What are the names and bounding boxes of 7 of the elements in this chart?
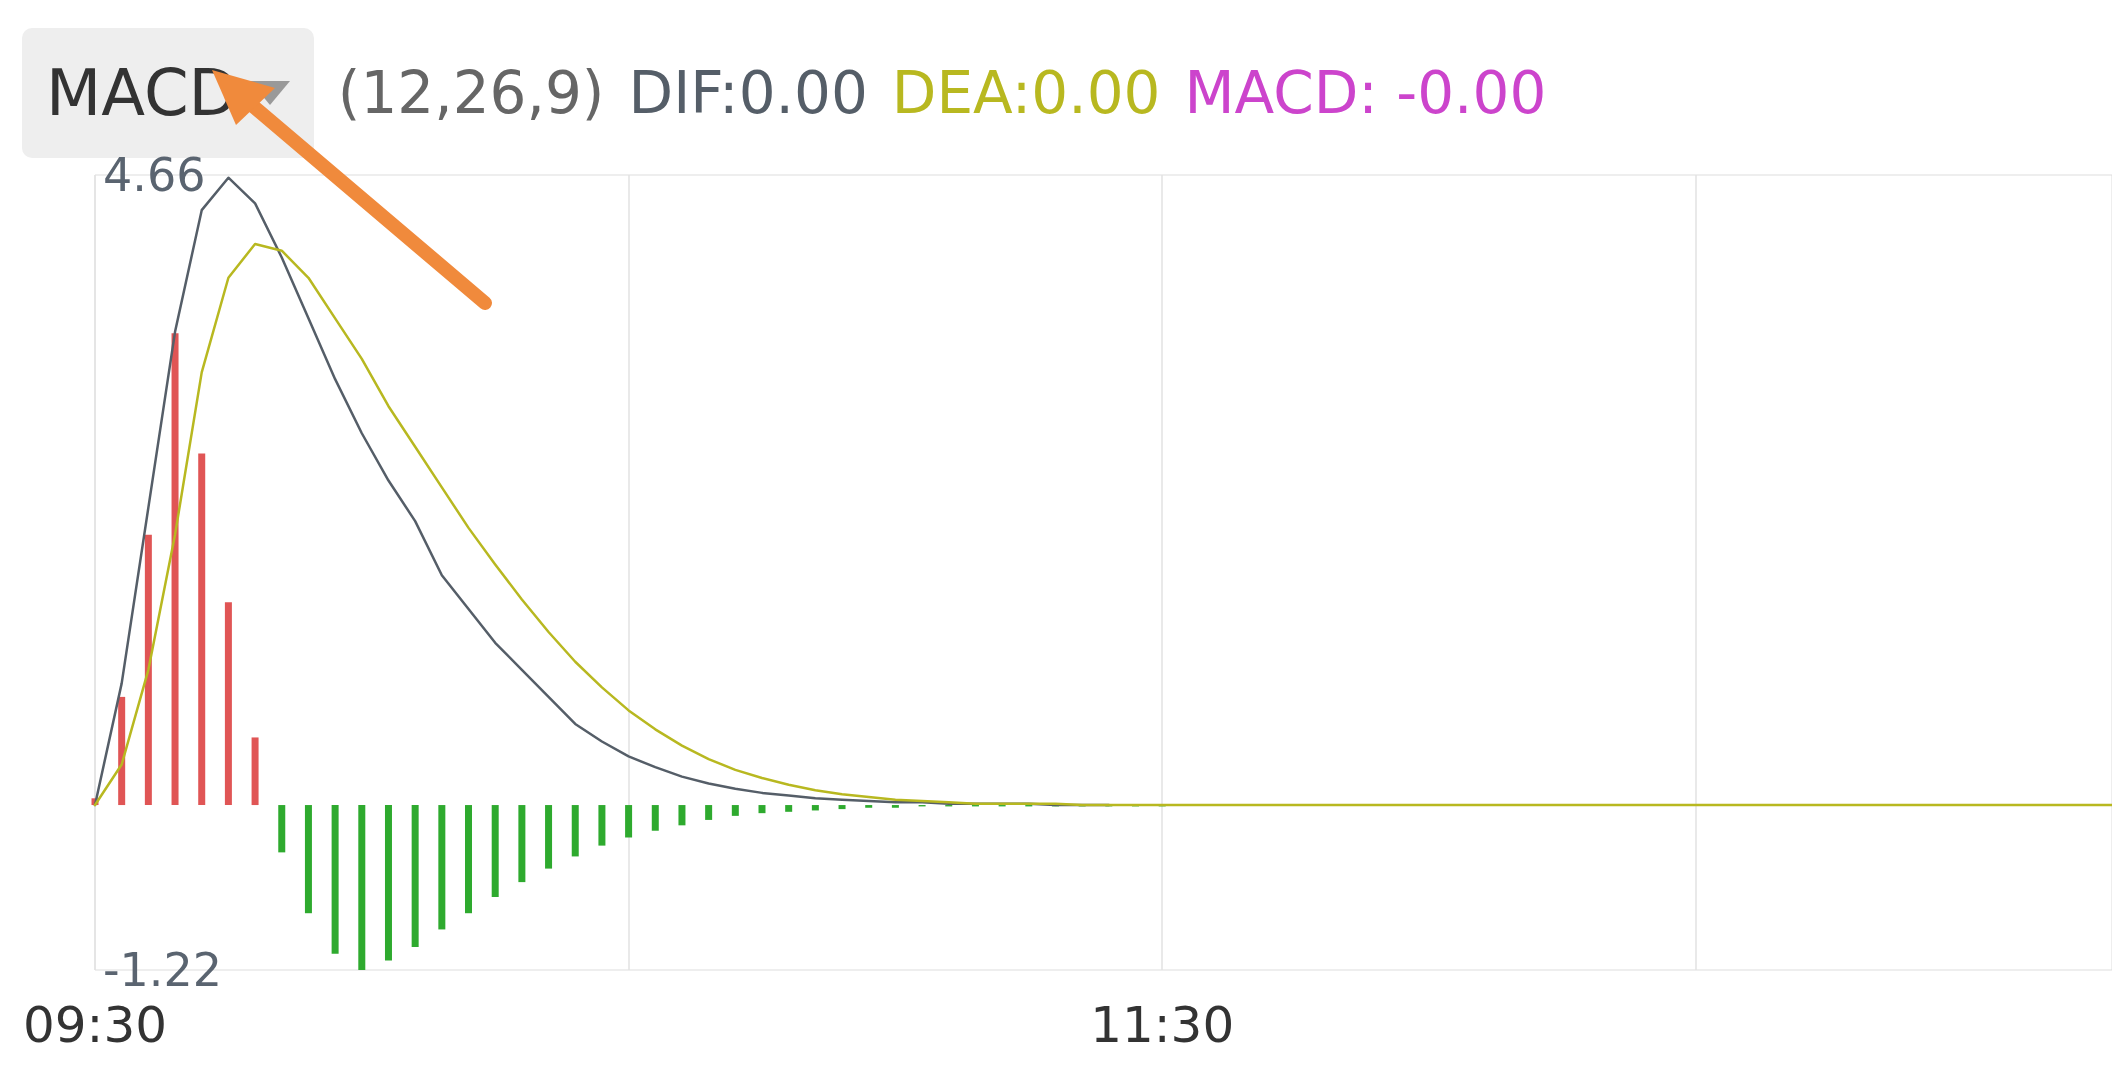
text: DEA:0.00 [891, 59, 1161, 127]
chart-subtitle: (12,26,9) [337, 59, 605, 127]
y-tick-label: -1.22 [103, 943, 223, 997]
text: MACD: -0.00 [1184, 59, 1547, 127]
text: DIF:0.00 [628, 59, 868, 127]
x-tick-label: 11:30 [1090, 996, 1235, 1054]
x-tick-label: 09:30 [22, 996, 168, 1054]
